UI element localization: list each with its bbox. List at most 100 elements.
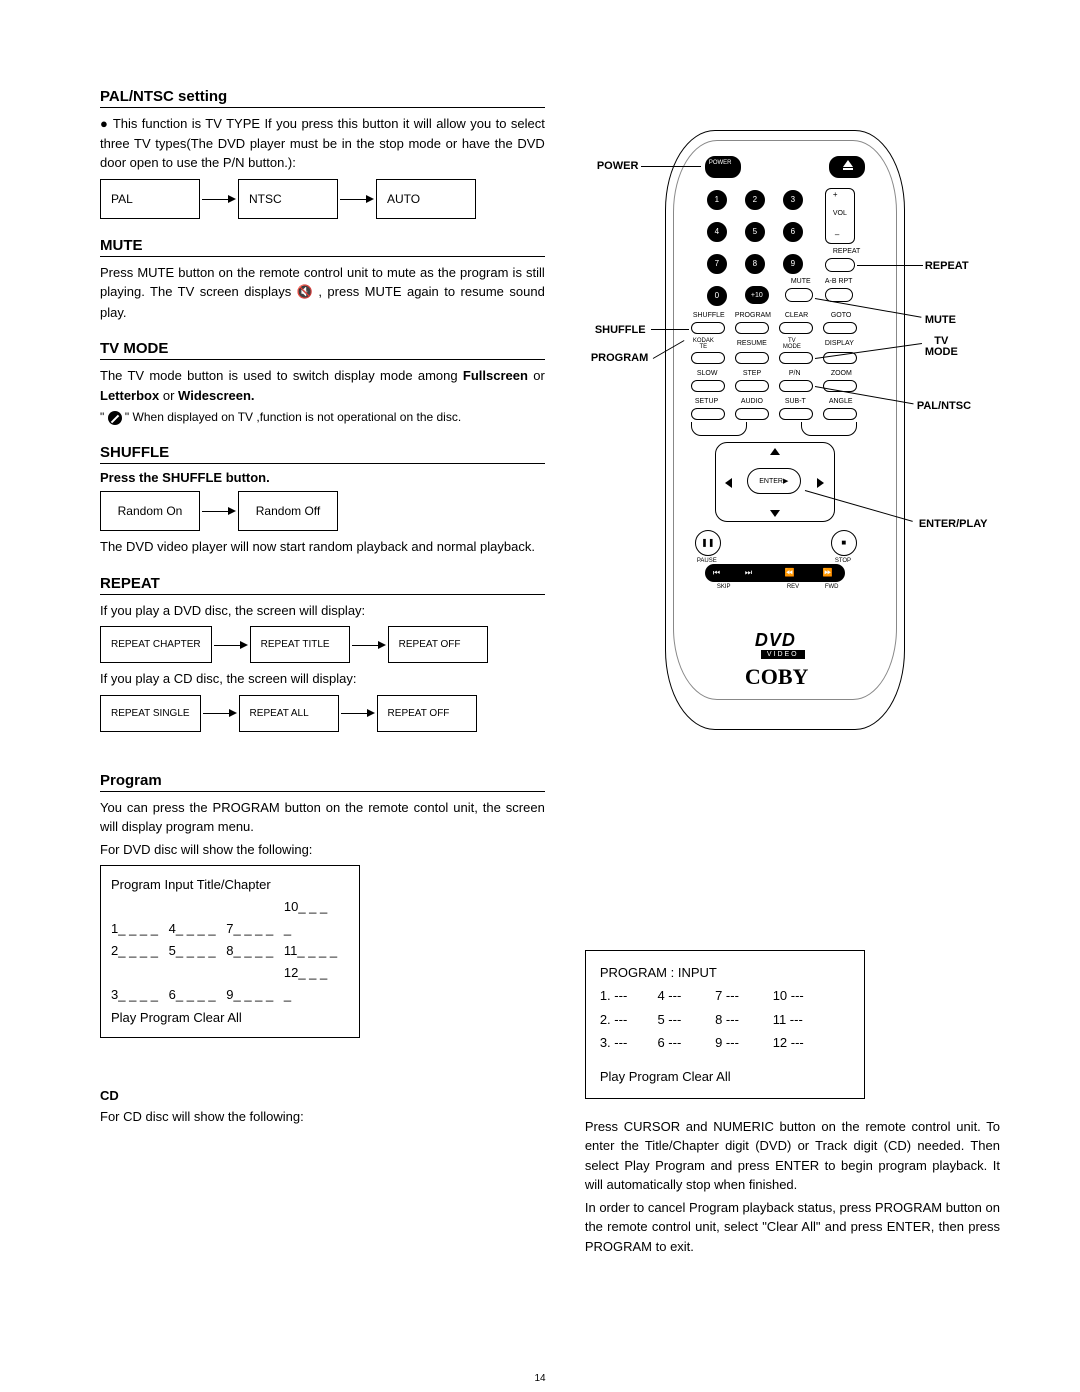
dpad-up-icon [770, 448, 780, 455]
num-9: 9 [783, 254, 803, 274]
palntsc-heading: PAL/NTSC setting [100, 88, 545, 108]
program-cd-row1: 1. --- 4 --- 7 --- 10 --- [600, 984, 850, 1007]
tvmode-note: " " When displayed on TV ,function is no… [100, 408, 545, 426]
repeat-heading: REPEAT [100, 575, 545, 595]
program-dvd-header: Program Input Title/Chapter [111, 874, 349, 896]
mute-btn [785, 288, 813, 302]
cell: 5 --- [657, 1008, 711, 1031]
flow-random-off: Random Off [238, 491, 338, 531]
abrpt-lbl: A-B RPT [825, 278, 853, 285]
flow-rpt-off2: REPEAT OFF [377, 695, 477, 732]
shuffle-flow: Random On Random Off [100, 491, 545, 531]
cell: 2_ _ _ _ [111, 940, 165, 962]
tvmode-btn [779, 352, 813, 364]
repeat-dvd-intro: If you play a DVD disc, the screen will … [100, 601, 545, 621]
num-4: 4 [707, 222, 727, 242]
power-lbl: POWER [709, 160, 732, 166]
program-dvd-row3: 3_ _ _ _ 6_ _ _ _ 9_ _ _ _ 12_ _ _ _ [111, 962, 349, 1006]
dvd-logo: DVD [755, 630, 796, 651]
pn-btn [779, 380, 813, 392]
cell: 11_ _ _ _ [284, 940, 338, 962]
ext-power: POWER [597, 160, 639, 172]
ext-enterplay: ENTER/PLAY [919, 518, 988, 530]
coby-logo: COBY [745, 664, 809, 690]
cell: 1. --- [600, 984, 654, 1007]
arrow-icon [214, 644, 248, 645]
flow-random-on: Random On [100, 491, 200, 531]
menu-btn [691, 422, 747, 436]
cell: 7 --- [715, 984, 769, 1007]
eject-icon [843, 160, 853, 170]
tvmode-text: The TV mode button is used to switch dis… [100, 366, 545, 405]
clear-sm: CLEAR [785, 312, 808, 319]
display-sm: DISPLAY [825, 340, 854, 347]
cell: 8_ _ _ _ [226, 940, 280, 962]
step-sm: STEP [743, 370, 761, 377]
enter-lbl: ENTER [759, 478, 783, 485]
program-cd-header: PROGRAM : INPUT [600, 961, 850, 984]
tvmode-or2: or [163, 388, 175, 403]
flow-rpt-all: REPEAT ALL [239, 695, 339, 732]
vol-plus: + [833, 190, 838, 199]
remote-diagram: POWER 1 2 3 4 5 6 7 8 9 0 +10 + VOL – RE… [585, 130, 985, 750]
cell: 4 --- [657, 984, 711, 1007]
cell: 6 --- [657, 1031, 711, 1054]
lead [857, 265, 923, 266]
flow-rpt-off: REPEAT OFF [388, 626, 488, 663]
angle-sm: ANGLE [829, 398, 853, 405]
flow-rpt-title: REPEAT TITLE [250, 626, 350, 663]
ext-palntsc: PAL/NTSC [917, 400, 971, 412]
cell: 1_ _ _ _ [111, 918, 165, 940]
program-intro: You can press the PROGRAM button on the … [100, 798, 545, 837]
repeat-sm-lbl: REPEAT [833, 248, 861, 255]
arrow-icon [352, 644, 386, 645]
video-label: VIDEO [761, 650, 805, 659]
kodak-sm: KODAK TE [693, 338, 714, 350]
cell: 6_ _ _ _ [169, 984, 223, 1006]
right-lower: PROGRAM : INPUT 1. --- 4 --- 7 --- 10 --… [585, 950, 1000, 1256]
fwd-sm: FWD [825, 584, 839, 590]
right-column: POWER 1 2 3 4 5 6 7 8 9 0 +10 + VOL – RE… [585, 70, 1000, 1259]
step-btn [735, 380, 769, 392]
num-8: 8 [745, 254, 765, 274]
palntsc-flow: PAL NTSC AUTO [100, 179, 545, 219]
cell: 5_ _ _ _ [169, 940, 223, 962]
mute-icon: 🔇 [297, 283, 313, 303]
clear-btn [779, 322, 813, 334]
mute-text: Press MUTE button on the remote control … [100, 263, 545, 323]
shuffle-heading: SHUFFLE [100, 444, 545, 464]
tvmode-b1: Fullscreen [463, 368, 528, 383]
num-2: 2 [745, 190, 765, 210]
cell: 7_ _ _ _ [226, 918, 280, 940]
program-cd-title: CD [100, 1088, 545, 1103]
tvmode-b3: Widescreen. [178, 388, 254, 403]
num-0: 0 [707, 286, 727, 306]
setup-btn [691, 408, 725, 420]
vol-lbl: VOL [833, 210, 847, 217]
audio-btn [735, 408, 769, 420]
arrow-icon [203, 713, 237, 714]
tvmode-t1: The TV mode button is used to switch dis… [100, 368, 458, 383]
ext-repeat: REPEAT [925, 260, 969, 272]
skip-prev-icon: ⏮ [713, 568, 720, 578]
program-btn [735, 322, 769, 334]
cell: 8 --- [715, 1008, 769, 1031]
cell: 10 --- [773, 984, 827, 1007]
cell: 12_ _ _ _ [284, 962, 338, 1006]
program-after: Press CURSOR and NUMERIC button on the r… [585, 1117, 1000, 1195]
slow-btn [691, 380, 725, 392]
goto-btn [823, 322, 857, 334]
program-dvd-footer: Play Program Clear All [111, 1007, 349, 1029]
num-6: 6 [783, 222, 803, 242]
goto-sm: GOTO [831, 312, 851, 319]
arrow-icon [202, 198, 236, 199]
shuffle-btn [691, 322, 725, 334]
cell: 4_ _ _ _ [169, 918, 223, 940]
arrow-icon [202, 511, 236, 512]
program-after2: In order to cancel Program playback stat… [585, 1198, 1000, 1257]
skip-next-icon: ⏭ [745, 568, 752, 578]
program-dvd-row2: 2_ _ _ _ 5_ _ _ _ 8_ _ _ _ 11_ _ _ _ [111, 940, 349, 962]
cell: 3_ _ _ _ [111, 984, 165, 1006]
flow-rpt-chapter: REPEAT CHAPTER [100, 626, 212, 663]
program-dvd-row1: 1_ _ _ _ 4_ _ _ _ 7_ _ _ _ 10_ _ _ _ [111, 896, 349, 940]
